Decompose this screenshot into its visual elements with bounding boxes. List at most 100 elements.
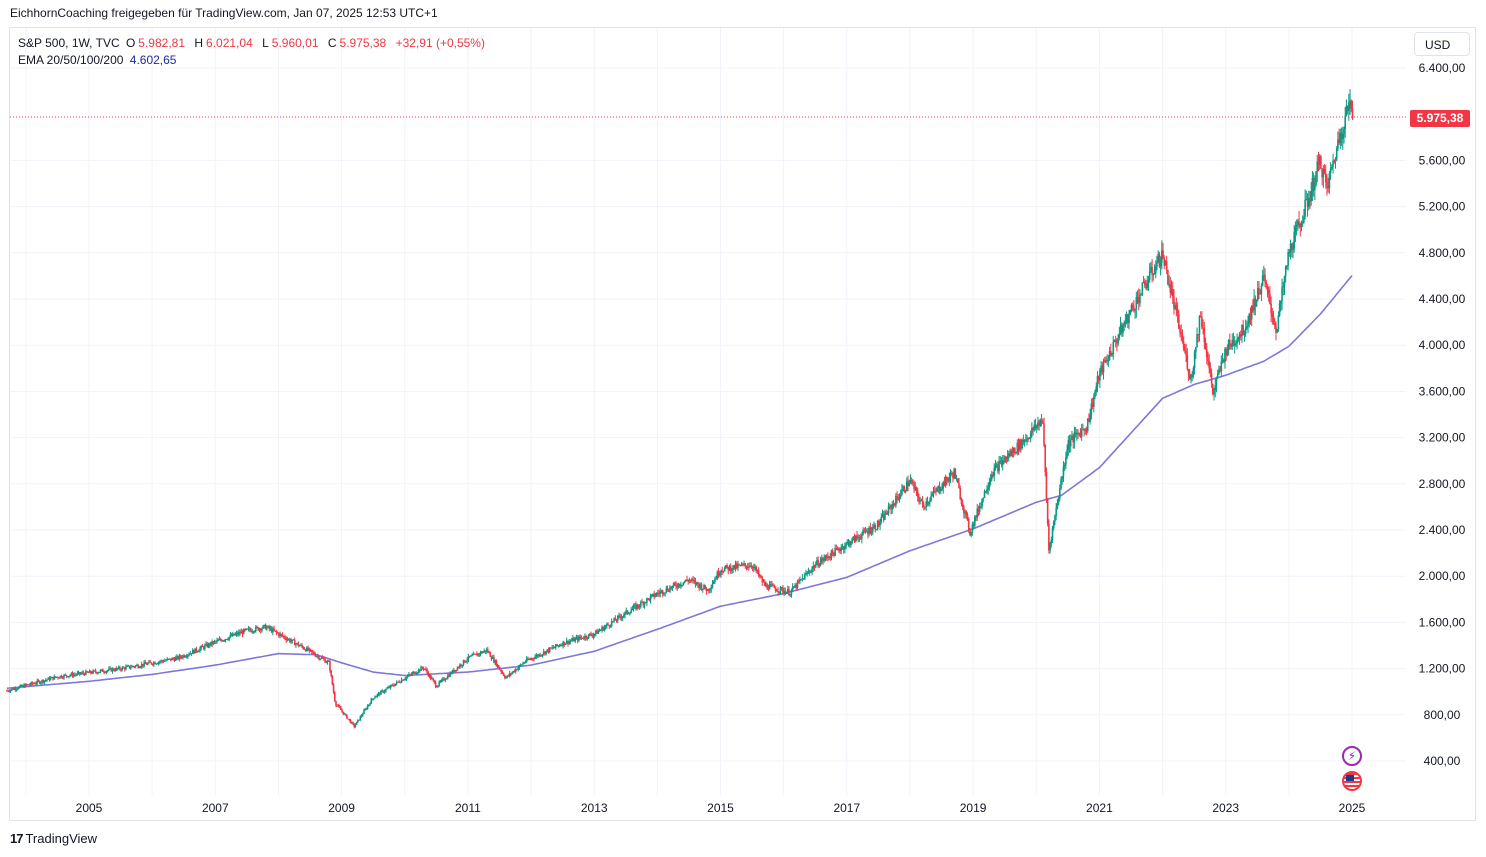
candle-body xyxy=(38,680,41,684)
candle-body xyxy=(398,681,400,683)
candle xyxy=(349,718,352,724)
candle xyxy=(1145,279,1147,291)
candle xyxy=(796,579,799,590)
candle xyxy=(476,651,478,656)
candle-body xyxy=(394,683,397,686)
candle xyxy=(834,544,836,557)
candle xyxy=(1043,417,1045,448)
candle xyxy=(1246,320,1248,330)
candle xyxy=(298,644,301,647)
candle-body xyxy=(445,678,448,680)
candle-body xyxy=(1329,168,1332,174)
chart-frame xyxy=(9,27,1476,821)
candle-body xyxy=(159,661,161,663)
candle xyxy=(1196,327,1198,348)
candle xyxy=(521,664,523,666)
candle xyxy=(784,587,787,596)
candle xyxy=(723,566,726,572)
candle-body xyxy=(1107,359,1110,361)
candle-body xyxy=(1332,160,1334,167)
candle xyxy=(372,698,375,701)
candle xyxy=(159,660,161,665)
candle xyxy=(1159,256,1162,276)
candle-body xyxy=(1298,221,1300,224)
candle-body xyxy=(127,665,130,667)
candle-body xyxy=(977,508,980,512)
candle-body xyxy=(597,631,600,634)
candle xyxy=(986,485,988,495)
candle-body xyxy=(353,723,356,727)
candle xyxy=(1136,290,1139,305)
candle-body xyxy=(993,467,996,476)
candle-body xyxy=(603,627,606,631)
candle-body xyxy=(1165,261,1168,270)
x-tick-label: 2007 xyxy=(202,801,229,815)
candle-body xyxy=(1236,338,1238,344)
candle xyxy=(833,552,835,558)
candle xyxy=(264,623,267,630)
candle-body xyxy=(782,588,784,593)
candle xyxy=(193,649,195,655)
candle-body xyxy=(97,672,99,674)
candle xyxy=(348,718,351,722)
candle-body xyxy=(18,686,20,689)
currency-button[interactable]: USD xyxy=(1414,32,1470,56)
candle-body xyxy=(738,564,741,566)
candle xyxy=(433,679,436,684)
candle-body xyxy=(21,685,24,687)
candle-body xyxy=(1323,169,1326,174)
candle-body xyxy=(110,668,113,672)
candle xyxy=(755,565,758,574)
candle xyxy=(604,624,607,630)
candle-body xyxy=(663,593,665,595)
candle xyxy=(921,495,924,509)
candle-body xyxy=(1229,340,1231,346)
candle-body xyxy=(1116,342,1118,344)
candle xyxy=(398,679,400,684)
candle-body xyxy=(660,590,663,592)
y-tick-label: 3.200,00 xyxy=(1419,431,1466,445)
candle-body xyxy=(776,590,778,592)
candle-body xyxy=(297,643,300,646)
candle-body xyxy=(111,668,114,672)
candle-body xyxy=(410,674,413,676)
candle-body xyxy=(683,581,686,583)
candle xyxy=(431,676,433,680)
candle-body xyxy=(890,505,892,510)
candle xyxy=(619,613,621,621)
candle xyxy=(665,585,668,594)
candle xyxy=(244,628,246,632)
candle xyxy=(170,658,172,662)
candle xyxy=(698,582,700,592)
candle xyxy=(1139,289,1141,307)
lightning-icon[interactable]: ⚡ xyxy=(1342,746,1362,766)
candle-body xyxy=(750,565,753,567)
candle xyxy=(363,708,365,715)
candle-body xyxy=(270,628,273,633)
candle-body xyxy=(661,590,664,595)
candle xyxy=(616,614,619,624)
candle xyxy=(1282,281,1285,296)
ema-label[interactable]: EMA 20/50/100/200 xyxy=(18,53,124,67)
candle-body xyxy=(125,666,127,670)
candle xyxy=(1187,368,1190,382)
candle-body xyxy=(342,711,345,715)
candle-body xyxy=(676,586,679,588)
tradingview-logo[interactable]: 17 TradingView xyxy=(10,831,97,846)
candle-body xyxy=(981,498,983,507)
candle-body xyxy=(700,584,703,590)
candle xyxy=(546,649,549,653)
candle xyxy=(896,491,898,504)
candle-body xyxy=(863,530,866,532)
candle xyxy=(1348,93,1350,121)
symbol-label[interactable]: S&P 500, 1W, TVC xyxy=(18,36,120,50)
candle-body xyxy=(195,648,198,652)
candle xyxy=(269,625,272,632)
us-flag-icon[interactable] xyxy=(1342,771,1362,791)
candle xyxy=(565,637,568,645)
candle xyxy=(534,654,536,660)
candle xyxy=(1148,263,1151,283)
candle xyxy=(946,476,948,486)
high-label: H xyxy=(194,36,204,50)
